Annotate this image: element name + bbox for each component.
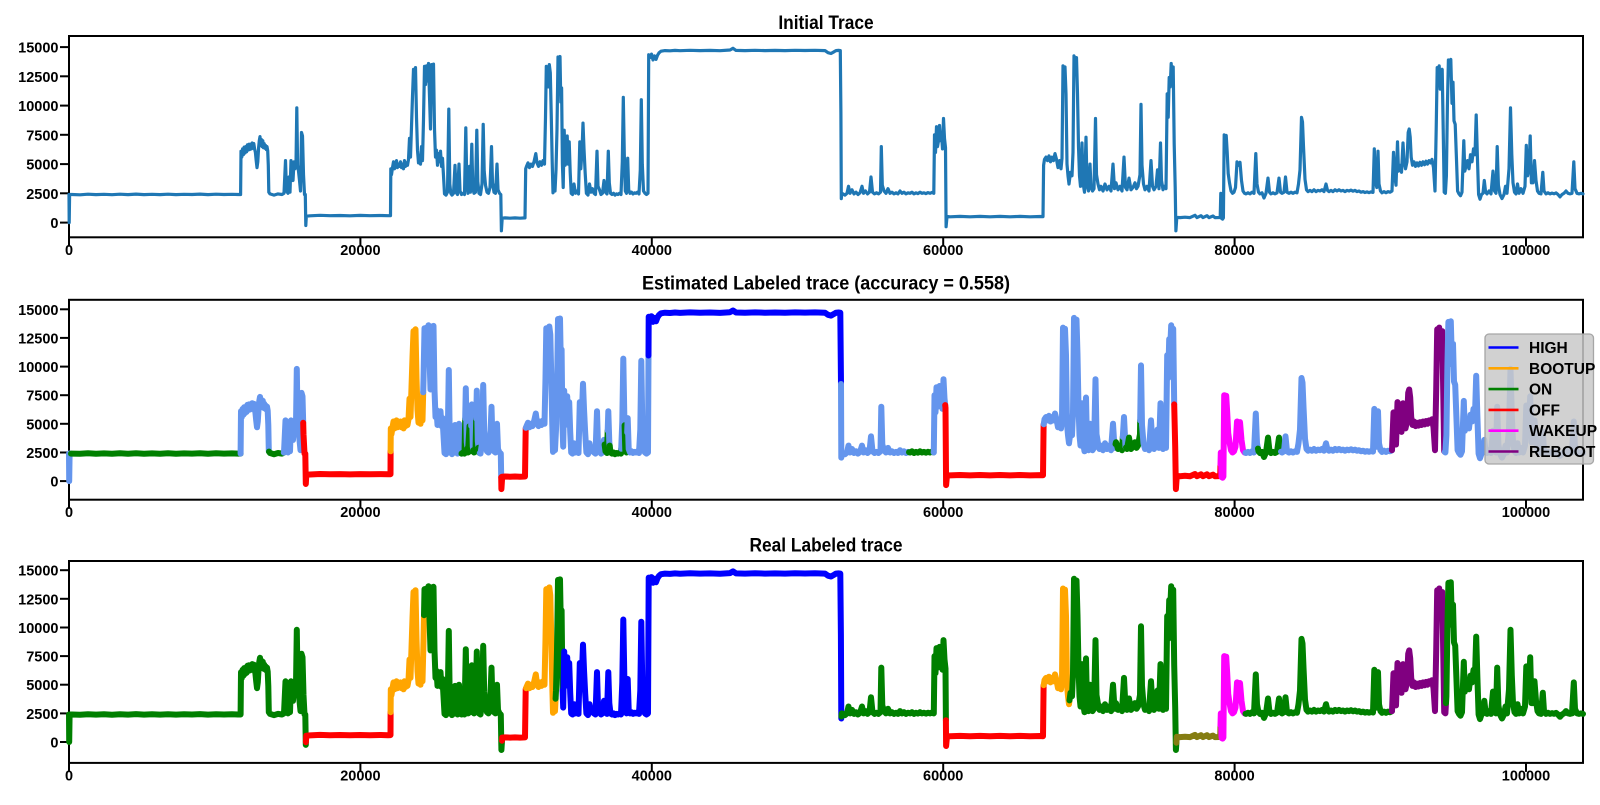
svg-text:OFF: OFF (1529, 402, 1560, 419)
svg-text:100000: 100000 (1502, 505, 1550, 521)
svg-text:40000: 40000 (632, 243, 672, 259)
svg-text:60000: 60000 (923, 505, 963, 521)
svg-text:80000: 80000 (1214, 505, 1254, 521)
svg-text:5000: 5000 (26, 417, 58, 433)
svg-text:100000: 100000 (1502, 243, 1550, 259)
svg-text:ON: ON (1529, 382, 1552, 399)
svg-text:10000: 10000 (18, 621, 58, 637)
svg-text:0: 0 (65, 768, 73, 784)
svg-text:7500: 7500 (26, 389, 58, 405)
svg-text:2500: 2500 (26, 187, 58, 203)
svg-text:REBOOT: REBOOT (1529, 444, 1596, 461)
svg-text:Real Labeled trace: Real Labeled trace (750, 535, 903, 557)
svg-text:15000: 15000 (18, 564, 58, 580)
svg-text:12500: 12500 (18, 592, 58, 608)
svg-text:WAKEUP: WAKEUP (1529, 423, 1597, 440)
svg-text:40000: 40000 (632, 768, 672, 784)
svg-text:12500: 12500 (18, 331, 58, 347)
svg-text:80000: 80000 (1214, 768, 1254, 784)
svg-text:BOOTUP: BOOTUP (1529, 361, 1595, 378)
svg-text:60000: 60000 (923, 768, 963, 784)
svg-text:20000: 20000 (340, 768, 380, 784)
svg-text:40000: 40000 (632, 505, 672, 521)
svg-text:5000: 5000 (26, 158, 58, 174)
svg-text:5000: 5000 (26, 678, 58, 694)
svg-text:10000: 10000 (18, 360, 58, 376)
svg-text:2500: 2500 (26, 707, 58, 723)
svg-text:0: 0 (50, 216, 58, 232)
svg-text:Initial Trace: Initial Trace (778, 12, 873, 34)
svg-text:0: 0 (50, 475, 58, 491)
svg-text:0: 0 (65, 243, 73, 259)
svg-text:10000: 10000 (18, 99, 58, 115)
svg-text:7500: 7500 (26, 128, 58, 144)
svg-text:100000: 100000 (1502, 768, 1550, 784)
svg-text:20000: 20000 (340, 243, 380, 259)
svg-text:20000: 20000 (340, 505, 380, 521)
svg-text:HIGH: HIGH (1529, 340, 1568, 357)
svg-text:12500: 12500 (18, 70, 58, 86)
svg-text:60000: 60000 (923, 243, 963, 259)
svg-text:15000: 15000 (18, 41, 58, 57)
svg-text:0: 0 (50, 736, 58, 752)
svg-text:2500: 2500 (26, 446, 58, 462)
svg-text:0: 0 (65, 505, 73, 521)
svg-text:15000: 15000 (18, 303, 58, 319)
svg-text:Estimated Labeled trace (accur: Estimated Labeled trace (accuracy = 0.55… (642, 273, 1010, 295)
svg-text:7500: 7500 (26, 650, 58, 666)
svg-text:80000: 80000 (1214, 243, 1254, 259)
